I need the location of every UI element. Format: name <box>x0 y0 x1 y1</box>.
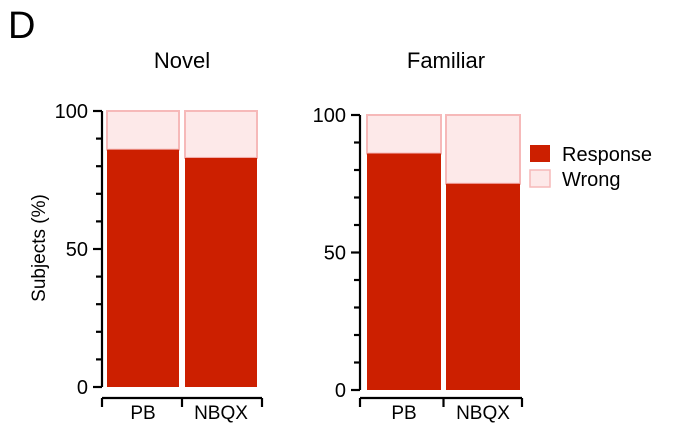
bar-response-0-nbqx <box>185 157 257 387</box>
y-tick-label-0-50: 50 <box>66 239 88 261</box>
legend-swatch-response <box>530 145 550 162</box>
y-tick-label-1-0: 0 <box>335 380 346 402</box>
bar-wrong-1-pb <box>366 114 442 155</box>
panel-letter: D <box>8 5 35 47</box>
legend-label-response: Response <box>562 144 652 166</box>
x-category-label-0-pb: PB <box>130 403 155 424</box>
y-tick-label-0-0: 0 <box>77 377 88 399</box>
y-tick-label-1-50: 50 <box>324 243 346 265</box>
panel-title-novel: Novel <box>154 48 210 73</box>
y-tick-label-0-100: 100 <box>55 101 88 123</box>
bar-response-0-pb <box>107 149 179 387</box>
panel-title-familiar: Familiar <box>407 48 485 73</box>
legend-swatch-wrong <box>529 169 551 188</box>
bar-wrong-0-nbqx <box>184 110 258 159</box>
y-axis-label: Subjects (%) <box>29 194 50 302</box>
bar-wrong-0-pb <box>106 110 180 151</box>
x-category-label-0-nbqx: NBQX <box>194 403 248 424</box>
bar-wrong-1-nbqx <box>445 114 521 185</box>
x-category-label-1-nbqx: NBQX <box>456 403 510 424</box>
y-tick-label-1-100: 100 <box>313 105 346 127</box>
x-category-label-1-pb: PB <box>391 403 416 424</box>
bar-response-1-nbqx <box>446 183 520 390</box>
bar-response-1-pb <box>367 153 441 390</box>
legend-label-wrong: Wrong <box>562 169 621 191</box>
